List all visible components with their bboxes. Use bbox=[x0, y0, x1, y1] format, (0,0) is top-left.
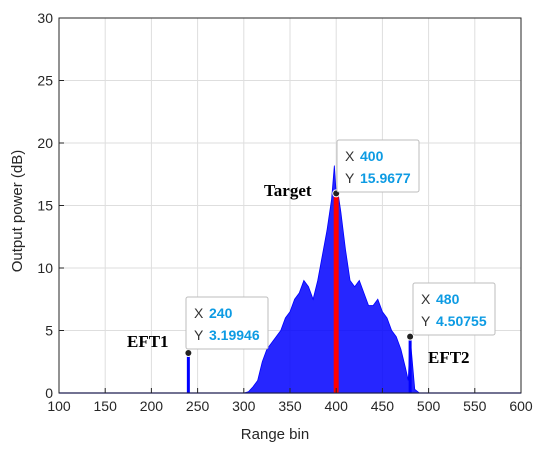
ticks-layer: 100 150 200 250 300 350 400 450 500 550 600 0 5 10 15 2… bbox=[37, 10, 532, 414]
datatip-x-key: X bbox=[194, 305, 204, 321]
datatip-target[interactable]: X 400 Y 15.9677 bbox=[336, 139, 420, 193]
datatip-y-key: Y bbox=[194, 327, 204, 343]
callout-eft1: EFT1 bbox=[127, 332, 169, 351]
callout-eft2: EFT2 bbox=[428, 348, 470, 367]
datatip-x-value: 400 bbox=[360, 148, 384, 164]
datatip-box bbox=[185, 296, 269, 350]
x-tick-label: 350 bbox=[278, 398, 302, 414]
x-tick-label: 300 bbox=[232, 398, 256, 414]
y-tick-label: 5 bbox=[45, 323, 53, 339]
datatip-y-key: Y bbox=[421, 313, 431, 329]
x-tick-label: 200 bbox=[140, 398, 164, 414]
y-tick-label: 30 bbox=[37, 10, 53, 26]
datatip-box bbox=[336, 139, 420, 193]
x-tick-label: 400 bbox=[325, 398, 349, 414]
datatip-marker bbox=[184, 349, 193, 358]
x-tick-label: 100 bbox=[47, 398, 71, 414]
datatip-x-key: X bbox=[421, 291, 431, 307]
y-tick-label: 15 bbox=[37, 198, 53, 214]
y-tick-label: 25 bbox=[37, 73, 53, 89]
datatip-x-value: 480 bbox=[436, 291, 460, 307]
y-tick-label: 0 bbox=[45, 385, 53, 401]
y-tick-label: 10 bbox=[37, 260, 53, 276]
y-tick-label: 20 bbox=[37, 135, 53, 151]
datatip-x-value: 240 bbox=[209, 305, 233, 321]
datatip-y-value: 3.19946 bbox=[209, 327, 260, 343]
datatip-y-key: Y bbox=[345, 170, 355, 186]
datatip-eft2[interactable]: X 480 Y 4.50755 bbox=[412, 282, 496, 336]
markers-layer bbox=[184, 189, 415, 358]
x-tick-label: 250 bbox=[186, 398, 210, 414]
callout-target: Target bbox=[264, 181, 312, 200]
x-tick-label: 500 bbox=[417, 398, 441, 414]
datatip-x-key: X bbox=[345, 148, 355, 164]
x-tick-label: 150 bbox=[94, 398, 118, 414]
datatip-y-value: 15.9677 bbox=[360, 170, 411, 186]
x-tick-label: 450 bbox=[371, 398, 395, 414]
datatip-y-value: 4.50755 bbox=[436, 313, 487, 329]
x-tick-label: 550 bbox=[463, 398, 487, 414]
x-tick-label: 600 bbox=[509, 398, 533, 414]
datatip-eft1[interactable]: X 240 Y 3.19946 bbox=[185, 296, 269, 350]
datatip-box bbox=[412, 282, 496, 336]
datatip-marker bbox=[406, 332, 415, 341]
y-axis-title: Output power (dB) bbox=[9, 150, 26, 273]
x-axis-title: Range bin bbox=[241, 426, 309, 443]
